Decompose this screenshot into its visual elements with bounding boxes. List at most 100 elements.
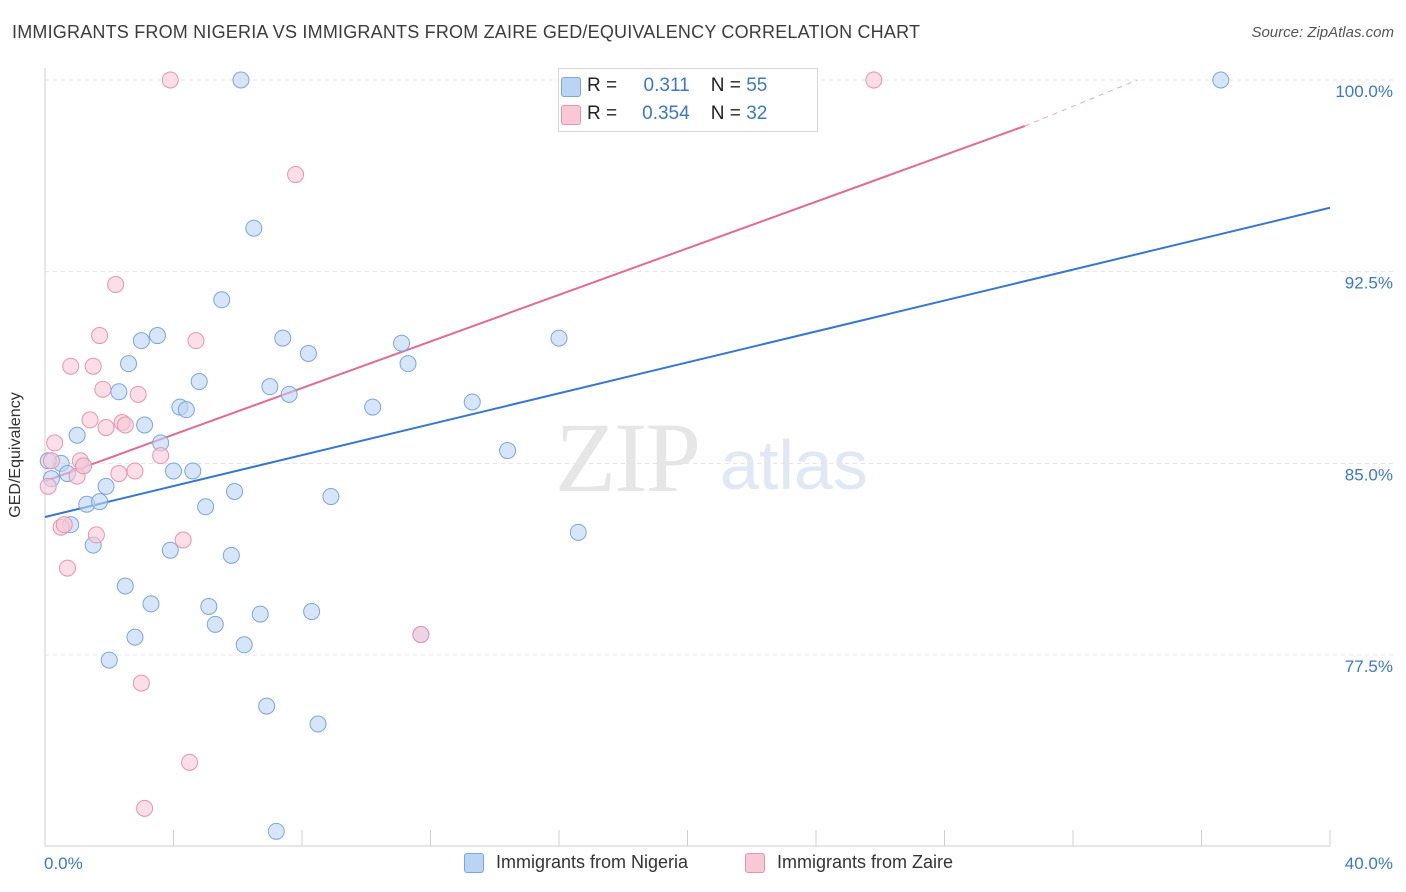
y-tick-label: 77.5% bbox=[1345, 657, 1393, 676]
zaire-point bbox=[187, 332, 205, 350]
zaire-point bbox=[412, 626, 430, 644]
legend-n-label: N = bbox=[710, 75, 741, 96]
nigeria-point bbox=[299, 344, 317, 362]
nigeria-point bbox=[463, 393, 481, 411]
nigeria-point bbox=[280, 385, 298, 403]
bottom-legend-swatch-zaire bbox=[745, 852, 765, 873]
legend-r-value: 0.311 bbox=[643, 75, 690, 96]
nigeria-trendline bbox=[44, 206, 1331, 518]
legend-r-label: R = bbox=[587, 75, 618, 96]
nigeria-point bbox=[399, 355, 417, 373]
nigeria-point bbox=[197, 498, 215, 516]
nigeria-point bbox=[110, 383, 128, 401]
zaire-point bbox=[84, 357, 102, 375]
nigeria-point bbox=[303, 603, 321, 621]
x-tick-label: 0.0% bbox=[44, 854, 83, 873]
zaire-point bbox=[116, 416, 134, 434]
x-tick-label: 40.0% bbox=[1345, 854, 1393, 873]
nigeria-point bbox=[550, 329, 568, 347]
zaire-point bbox=[94, 380, 112, 398]
zaire-point bbox=[46, 434, 64, 452]
nigeria-point bbox=[569, 523, 587, 541]
zaire-point bbox=[174, 531, 192, 549]
nigeria-point bbox=[274, 329, 292, 347]
zaire-point bbox=[107, 275, 125, 293]
zaire-point bbox=[87, 526, 105, 544]
data-points bbox=[39, 71, 1230, 840]
zaire-point bbox=[110, 465, 128, 483]
zaire-trendline bbox=[44, 125, 1026, 483]
nigeria-point bbox=[213, 291, 231, 309]
zaire-point bbox=[126, 462, 144, 480]
legend-swatch-zaire bbox=[561, 105, 581, 125]
source-credit: Source: ZipAtlas.com bbox=[1251, 24, 1394, 41]
zaire-point bbox=[42, 452, 60, 470]
zaire-point bbox=[81, 411, 99, 429]
zaire-point bbox=[58, 559, 76, 577]
zaire-point bbox=[75, 457, 93, 475]
zaire-point bbox=[132, 674, 150, 692]
legend-n-label: N = bbox=[710, 103, 741, 124]
zaire-point bbox=[129, 385, 147, 403]
nigeria-point bbox=[245, 219, 263, 237]
y-axis-label: GED/Equivalency bbox=[7, 392, 24, 518]
nigeria-point bbox=[232, 71, 250, 89]
legend-r-label: R = bbox=[587, 103, 618, 124]
zaire-point bbox=[136, 799, 154, 817]
y-tick-label: 85.0% bbox=[1345, 465, 1393, 484]
bottom-legend-swatch-nigeria bbox=[464, 852, 484, 873]
nigeria-point bbox=[148, 327, 166, 345]
nigeria-point bbox=[267, 822, 285, 840]
zaire-point bbox=[865, 71, 883, 89]
zaire-point bbox=[97, 419, 115, 437]
nigeria-point bbox=[235, 636, 253, 654]
nigeria-point bbox=[309, 715, 327, 733]
watermark-atlas: atlas bbox=[720, 426, 868, 504]
zaire-point bbox=[55, 516, 73, 534]
watermark-zip: ZIP bbox=[555, 402, 701, 513]
legend-n-value: 32 bbox=[746, 103, 768, 124]
nigeria-point bbox=[120, 355, 138, 373]
nigeria-point bbox=[258, 697, 276, 715]
nigeria-point bbox=[393, 334, 411, 352]
nigeria-point bbox=[136, 416, 154, 434]
nigeria-point bbox=[97, 477, 115, 495]
nigeria-point bbox=[222, 546, 240, 564]
legend-n-value: 55 bbox=[746, 75, 768, 96]
y-tick-label: 92.5% bbox=[1345, 274, 1393, 293]
nigeria-point bbox=[142, 595, 160, 613]
nigeria-point bbox=[116, 577, 134, 595]
bottom-legend-zaire: Immigrants from Zaire bbox=[745, 852, 953, 873]
nigeria-point bbox=[190, 373, 208, 391]
nigeria-point bbox=[200, 597, 218, 615]
nigeria-point bbox=[226, 482, 244, 500]
bottom-legend-nigeria: Immigrants from Nigeria bbox=[464, 852, 688, 873]
nigeria-point bbox=[126, 628, 144, 646]
zaire-point bbox=[287, 166, 305, 184]
nigeria-point bbox=[184, 462, 202, 480]
legend-row-nigeria: R = 0.311 N = 55 bbox=[561, 73, 768, 99]
nigeria-point bbox=[261, 378, 279, 396]
nigeria-point bbox=[132, 332, 150, 350]
zaire-point bbox=[91, 327, 109, 345]
gridlines bbox=[45, 79, 1395, 656]
chart-title: IMMIGRANTS FROM NIGERIA VS IMMIGRANTS FR… bbox=[12, 22, 921, 42]
legend-swatch-nigeria bbox=[561, 77, 581, 97]
zaire-trendline-extension bbox=[1024, 79, 1138, 127]
legend: R = 0.311 N = 55 R = 0.354 N = 32 bbox=[558, 68, 818, 132]
nigeria-point bbox=[161, 541, 179, 559]
bottom-legend-label-nigeria: Immigrants from Nigeria bbox=[496, 852, 689, 872]
zaire-point bbox=[62, 357, 80, 375]
y-tick-label: 100.0% bbox=[1335, 82, 1393, 101]
nigeria-point bbox=[1212, 71, 1230, 89]
zaire-point bbox=[39, 477, 57, 495]
nigeria-point bbox=[364, 398, 382, 416]
nigeria-point bbox=[177, 401, 195, 419]
legend-r-value: 0.354 bbox=[642, 103, 690, 124]
nigeria-point bbox=[100, 651, 118, 669]
zaire-point bbox=[181, 753, 199, 771]
nigeria-point bbox=[165, 462, 182, 480]
zaire-point bbox=[161, 71, 179, 89]
legend-row-zaire: R = 0.354 N = 32 bbox=[561, 101, 768, 127]
